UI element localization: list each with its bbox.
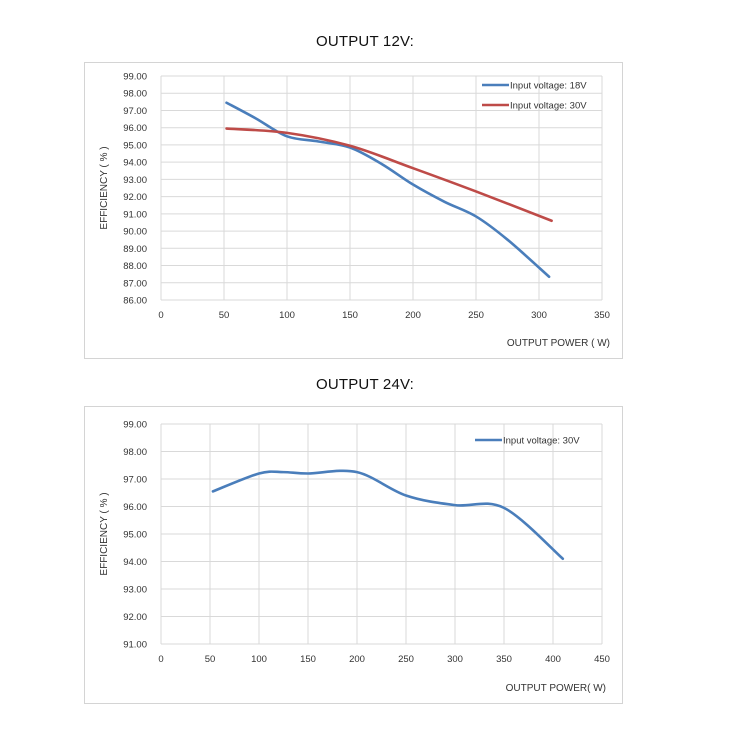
legend-label: Input voltage: 18V <box>510 81 587 92</box>
x-tick-label: 350 <box>496 654 512 665</box>
y-tick-label: 87.00 <box>123 278 147 289</box>
y-tick-label: 93.00 <box>123 175 147 186</box>
y-tick-label: 93.00 <box>123 585 147 596</box>
series-line-1 <box>225 101 551 279</box>
y-axis-label: EFFICIENCY ( % ) <box>99 492 110 575</box>
y-tick-label: 92.00 <box>123 612 147 623</box>
x-tick-label: 0 <box>158 654 163 665</box>
x-tick-label: 100 <box>279 310 295 321</box>
x-tick-label: 150 <box>300 654 316 665</box>
x-tick-label: 300 <box>447 654 463 665</box>
y-tick-label: 98.00 <box>123 447 147 458</box>
y-tick-label: 99.00 <box>123 72 147 83</box>
y-axis-label: EFFICIENCY ( % ) <box>99 146 110 229</box>
x-tick-label: 200 <box>349 654 365 665</box>
y-tick-label: 96.00 <box>123 502 147 513</box>
x-tick-label: 50 <box>205 654 216 665</box>
y-tick-label: 96.00 <box>123 123 147 134</box>
legend-label: Input voltage: 30V <box>503 436 580 447</box>
legend: Input voltage: 30V <box>475 436 580 447</box>
y-tick-label: 94.00 <box>123 158 147 169</box>
x-axis-label: OUTPUT POWER ( W) <box>507 338 610 349</box>
chart-12v-plot: 86.00 87.00 88.00 89.00 90.00 91.00 92.00 93.00… <box>99 72 610 350</box>
x-tick-label: 400 <box>545 654 561 665</box>
x-tick-label: 100 <box>251 654 267 665</box>
x-tick-label: 250 <box>468 310 484 321</box>
x-axis-label: OUTPUT POWER( W) <box>506 683 606 694</box>
y-tick-label: 86.00 <box>123 296 147 307</box>
x-tick-label: 300 <box>531 310 547 321</box>
chart-24v-plot: 91.00 92.00 93.00 94.00 95.00 96.00 97.00 98.00… <box>99 420 610 695</box>
y-tick-label: 98.00 <box>123 89 147 100</box>
y-tick-label: 88.00 <box>123 261 147 272</box>
x-tick-label: 150 <box>342 310 358 321</box>
chart-title-12v: OUTPUT 12V: <box>315 33 415 50</box>
series-line-2 <box>225 127 553 223</box>
x-tick-label: 50 <box>219 310 230 321</box>
y-tick-label: 90.00 <box>123 227 147 238</box>
y-tick-label: 89.00 <box>123 244 147 255</box>
x-tick-label: 450 <box>594 654 610 665</box>
x-tick-label: 0 <box>158 310 163 321</box>
y-tick-label: 94.00 <box>123 557 147 568</box>
y-tick-label: 95.00 <box>123 140 147 151</box>
y-tick-label: 91.00 <box>123 640 147 651</box>
y-tick-label: 99.00 <box>123 420 147 431</box>
chart-12v: 86.00 87.00 88.00 89.00 90.00 91.00 92.00 93.00… <box>84 62 623 359</box>
x-tick-label: 200 <box>405 310 421 321</box>
y-tick-label: 92.00 <box>123 192 147 203</box>
y-tick-label: 97.00 <box>123 106 147 117</box>
y-tick-label: 95.00 <box>123 530 147 541</box>
y-tick-label: 91.00 <box>123 209 147 220</box>
chart-24v: 91.00 92.00 93.00 94.00 95.00 96.00 97.00 98.00… <box>84 406 623 704</box>
legend: Input voltage: 18V Input voltage: 30V <box>482 81 587 112</box>
series-line-1 <box>211 469 565 561</box>
legend-label: Input voltage: 30V <box>510 101 587 112</box>
gridlines <box>160 423 603 645</box>
x-tick-label: 250 <box>398 654 414 665</box>
chart-title-24v: OUTPUT 24V: <box>315 376 415 393</box>
x-tick-label: 350 <box>594 310 610 321</box>
y-tick-label: 97.00 <box>123 475 147 486</box>
